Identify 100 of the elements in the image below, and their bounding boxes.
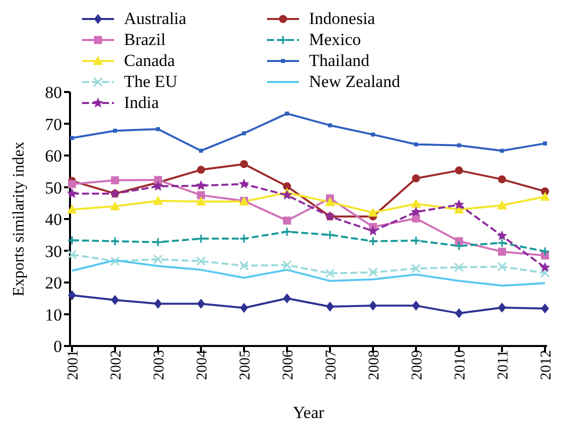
point bbox=[67, 250, 77, 260]
point bbox=[328, 123, 332, 128]
point bbox=[498, 175, 506, 184]
point bbox=[153, 196, 163, 205]
point bbox=[285, 112, 289, 116]
point bbox=[242, 131, 246, 136]
point bbox=[410, 206, 422, 216]
point bbox=[540, 268, 550, 278]
legend-label: Indonesia bbox=[309, 8, 376, 28]
x-tick-label: 2003 bbox=[152, 350, 168, 380]
point bbox=[454, 262, 464, 272]
point bbox=[283, 293, 291, 304]
legend-label: Thailand bbox=[309, 50, 370, 70]
x-tick-label: 2005 bbox=[238, 350, 254, 380]
point bbox=[197, 298, 205, 309]
point bbox=[111, 176, 119, 184]
y-tick-label: 20 bbox=[45, 274, 62, 293]
point bbox=[412, 214, 420, 222]
point bbox=[67, 235, 77, 246]
point bbox=[371, 132, 375, 137]
point bbox=[239, 260, 249, 270]
point bbox=[111, 294, 119, 305]
point bbox=[454, 241, 464, 251]
point bbox=[68, 290, 76, 300]
point bbox=[368, 268, 378, 278]
point bbox=[411, 264, 421, 274]
x-tick-label: 2012 bbox=[538, 350, 555, 380]
point bbox=[66, 188, 78, 198]
point bbox=[110, 236, 120, 246]
y-tick-label: 70 bbox=[45, 114, 62, 134]
point bbox=[497, 262, 507, 272]
point bbox=[411, 198, 421, 208]
point bbox=[541, 304, 549, 314]
legend-label: The EU bbox=[124, 72, 178, 92]
point bbox=[110, 201, 120, 210]
point bbox=[414, 142, 418, 146]
point bbox=[368, 226, 378, 236]
point bbox=[455, 308, 463, 318]
point bbox=[238, 178, 250, 189]
point bbox=[197, 191, 205, 200]
y-axis-title: Exports similarity index bbox=[10, 142, 28, 296]
x-tick-label: 2004 bbox=[194, 350, 211, 380]
point bbox=[325, 268, 335, 278]
line-series bbox=[71, 259, 546, 287]
point bbox=[199, 148, 203, 153]
point bbox=[156, 127, 160, 132]
point bbox=[543, 141, 547, 146]
x-tick-label: 2001 bbox=[66, 350, 82, 380]
point bbox=[240, 160, 248, 168]
x-axis-title: Year bbox=[292, 403, 324, 422]
point bbox=[500, 148, 504, 153]
y-tick-label: 30 bbox=[45, 242, 62, 261]
x-tick-label: 2006 bbox=[280, 350, 297, 380]
point bbox=[498, 248, 506, 256]
point bbox=[368, 236, 378, 246]
x-tick-label: 2007 bbox=[324, 350, 340, 380]
point bbox=[196, 256, 206, 266]
point bbox=[240, 302, 248, 313]
point bbox=[110, 256, 120, 266]
point bbox=[455, 237, 463, 246]
point bbox=[497, 238, 507, 248]
point bbox=[412, 300, 420, 311]
point bbox=[196, 196, 206, 206]
x-tick-label: 2010 bbox=[452, 350, 469, 380]
point bbox=[369, 300, 377, 311]
point bbox=[412, 174, 420, 182]
point bbox=[497, 200, 507, 210]
point bbox=[196, 234, 206, 244]
legend-label: Australia bbox=[124, 8, 186, 28]
point bbox=[197, 166, 205, 174]
point bbox=[498, 302, 506, 313]
point bbox=[282, 226, 292, 236]
y-tick-label: 50 bbox=[45, 178, 62, 198]
x-tick-label: 2002 bbox=[108, 350, 125, 380]
legend-label: India bbox=[124, 92, 159, 112]
point bbox=[282, 260, 292, 270]
point bbox=[70, 136, 74, 140]
legend-label: Mexico bbox=[309, 30, 361, 50]
point bbox=[68, 180, 76, 188]
point bbox=[411, 236, 421, 246]
point bbox=[457, 143, 461, 148]
point bbox=[153, 237, 163, 247]
point bbox=[455, 166, 463, 174]
point bbox=[325, 230, 335, 240]
y-tick-label: 40 bbox=[45, 210, 62, 230]
point bbox=[540, 262, 550, 272]
point bbox=[496, 230, 508, 240]
x-tick-label: 2011 bbox=[496, 350, 512, 380]
legend-label: New Zealand bbox=[309, 72, 400, 92]
y-tick-label: 0 bbox=[54, 337, 62, 356]
point bbox=[326, 302, 334, 312]
y-tick-label: 60 bbox=[45, 146, 62, 166]
x-tick-label: 2009 bbox=[410, 350, 426, 380]
point bbox=[154, 176, 162, 184]
point bbox=[153, 254, 163, 264]
x-tick-label: 2008 bbox=[366, 350, 383, 380]
point bbox=[196, 180, 206, 190]
point bbox=[325, 197, 335, 206]
y-tick-label: 10 bbox=[45, 305, 62, 324]
point bbox=[282, 190, 292, 200]
